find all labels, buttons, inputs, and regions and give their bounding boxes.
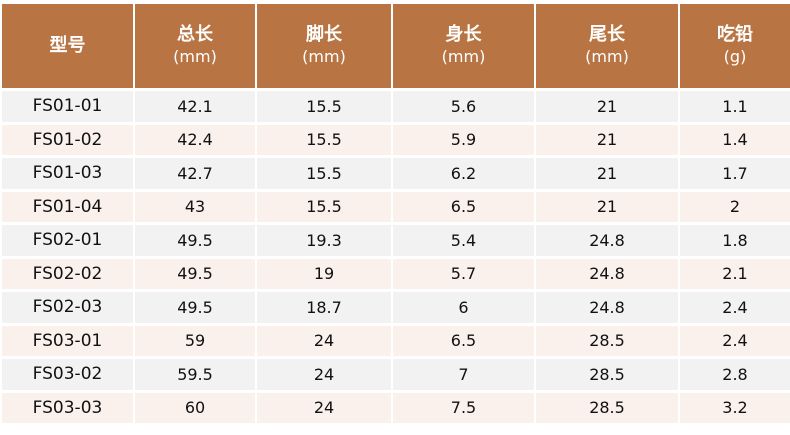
table-row: FS01-04 43 15.5 6.5 21 2: [2, 191, 790, 222]
cell-leg-length: 19: [257, 258, 391, 289]
cell-tail-length: 28.5: [536, 325, 678, 356]
table-row: FS03-03 60 24 7.5 28.5 3.2: [2, 392, 790, 423]
cell-lead-weight: 2.1: [680, 258, 790, 289]
cell-leg-length: 15.5: [257, 124, 391, 155]
cell-tail-length: 24.8: [536, 225, 678, 256]
cell-model: FS01-04: [2, 191, 133, 222]
header-label: 脚长: [306, 24, 342, 45]
cell-total-length: 49.5: [135, 258, 255, 289]
cell-leg-length: 15.5: [257, 191, 391, 222]
cell-total-length: 42.7: [135, 158, 255, 189]
header-unit: (mm): [585, 47, 629, 66]
header-leg-length: 脚长 (mm): [257, 4, 391, 88]
header-label: 尾长: [589, 24, 625, 45]
table-row: FS03-02 59.5 24 7 28.5 2.8: [2, 359, 790, 390]
header-total-length: 总长 (mm): [135, 4, 255, 88]
cell-model: FS01-02: [2, 124, 133, 155]
cell-body-length: 5.6: [393, 91, 534, 122]
cell-model: FS02-02: [2, 258, 133, 289]
header-label: 吃铅: [717, 24, 753, 45]
table-row: FS01-01 42.1 15.5 5.6 21 1.1: [2, 91, 790, 122]
header-row: 型号 总长 (mm) 脚长 (mm) 身长 (mm) 尾长 (mm) 吃铅 (g): [2, 4, 790, 88]
table-body: FS01-01 42.1 15.5 5.6 21 1.1 FS01-02 42.4 15.5 5.…: [2, 91, 790, 423]
cell-leg-length: 24: [257, 359, 391, 390]
cell-lead-weight: 2.4: [680, 292, 790, 323]
cell-model: FS03-01: [2, 325, 133, 356]
cell-leg-length: 24: [257, 392, 391, 423]
header-unit: (g): [723, 47, 747, 66]
cell-tail-length: 21: [536, 91, 678, 122]
cell-lead-weight: 1.8: [680, 225, 790, 256]
cell-tail-length: 24.8: [536, 292, 678, 323]
cell-lead-weight: 2.8: [680, 359, 790, 390]
cell-leg-length: 24: [257, 325, 391, 356]
cell-leg-length: 19.3: [257, 225, 391, 256]
cell-lead-weight: 1.1: [680, 91, 790, 122]
header-label: 身长: [445, 24, 482, 45]
cell-tail-length: 24.8: [536, 258, 678, 289]
cell-lead-weight: 1.7: [680, 158, 790, 189]
cell-tail-length: 21: [536, 124, 678, 155]
cell-body-length: 6: [393, 292, 534, 323]
cell-lead-weight: 1.4: [680, 124, 790, 155]
header-body-length: 身长 (mm): [393, 4, 534, 88]
cell-total-length: 59.5: [135, 359, 255, 390]
cell-body-length: 6.5: [393, 325, 534, 356]
cell-body-length: 5.4: [393, 225, 534, 256]
cell-leg-length: 18.7: [257, 292, 391, 323]
cell-total-length: 42.4: [135, 124, 255, 155]
cell-total-length: 42.1: [135, 91, 255, 122]
cell-leg-length: 15.5: [257, 158, 391, 189]
cell-total-length: 59: [135, 325, 255, 356]
header-lead-weight: 吃铅 (g): [680, 4, 790, 88]
header-label: 总长: [177, 24, 213, 45]
cell-lead-weight: 3.2: [680, 392, 790, 423]
table-row: FS02-02 49.5 19 5.7 24.8 2.1: [2, 258, 790, 289]
table-row: FS02-01 49.5 19.3 5.4 24.8 1.8: [2, 225, 790, 256]
cell-tail-length: 28.5: [536, 392, 678, 423]
table-row: FS01-03 42.7 15.5 6.2 21 1.7: [2, 158, 790, 189]
cell-model: FS01-03: [2, 158, 133, 189]
cell-model: FS02-01: [2, 225, 133, 256]
cell-lead-weight: 2: [680, 191, 790, 222]
cell-tail-length: 21: [536, 191, 678, 222]
cell-body-length: 6.2: [393, 158, 534, 189]
header-label: 型号: [49, 35, 86, 56]
cell-leg-length: 15.5: [257, 91, 391, 122]
header-tail-length: 尾长 (mm): [536, 4, 678, 88]
header-model: 型号: [2, 4, 133, 88]
table-row: FS02-03 49.5 18.7 6 24.8 2.4: [2, 292, 790, 323]
spec-table: 型号 总长 (mm) 脚长 (mm) 身长 (mm) 尾长 (mm) 吃铅 (g) FS01-01 4…: [0, 1, 790, 426]
table-row: FS03-01 59 24 6.5 28.5 2.4: [2, 325, 790, 356]
cell-body-length: 7.5: [393, 392, 534, 423]
cell-model: FS03-02: [2, 359, 133, 390]
cell-model: FS03-03: [2, 392, 133, 423]
cell-body-length: 7: [393, 359, 534, 390]
cell-model: FS01-01: [2, 91, 133, 122]
cell-lead-weight: 2.4: [680, 325, 790, 356]
header-unit: (mm): [302, 47, 346, 66]
cell-model: FS02-03: [2, 292, 133, 323]
cell-total-length: 49.5: [135, 225, 255, 256]
cell-total-length: 49.5: [135, 292, 255, 323]
cell-tail-length: 21: [536, 158, 678, 189]
cell-total-length: 60: [135, 392, 255, 423]
cell-body-length: 6.5: [393, 191, 534, 222]
header-unit: (mm): [441, 47, 486, 66]
header-unit: (mm): [173, 47, 217, 66]
table-row: FS01-02 42.4 15.5 5.9 21 1.4: [2, 124, 790, 155]
cell-body-length: 5.9: [393, 124, 534, 155]
cell-tail-length: 28.5: [536, 359, 678, 390]
cell-total-length: 43: [135, 191, 255, 222]
cell-body-length: 5.7: [393, 258, 534, 289]
